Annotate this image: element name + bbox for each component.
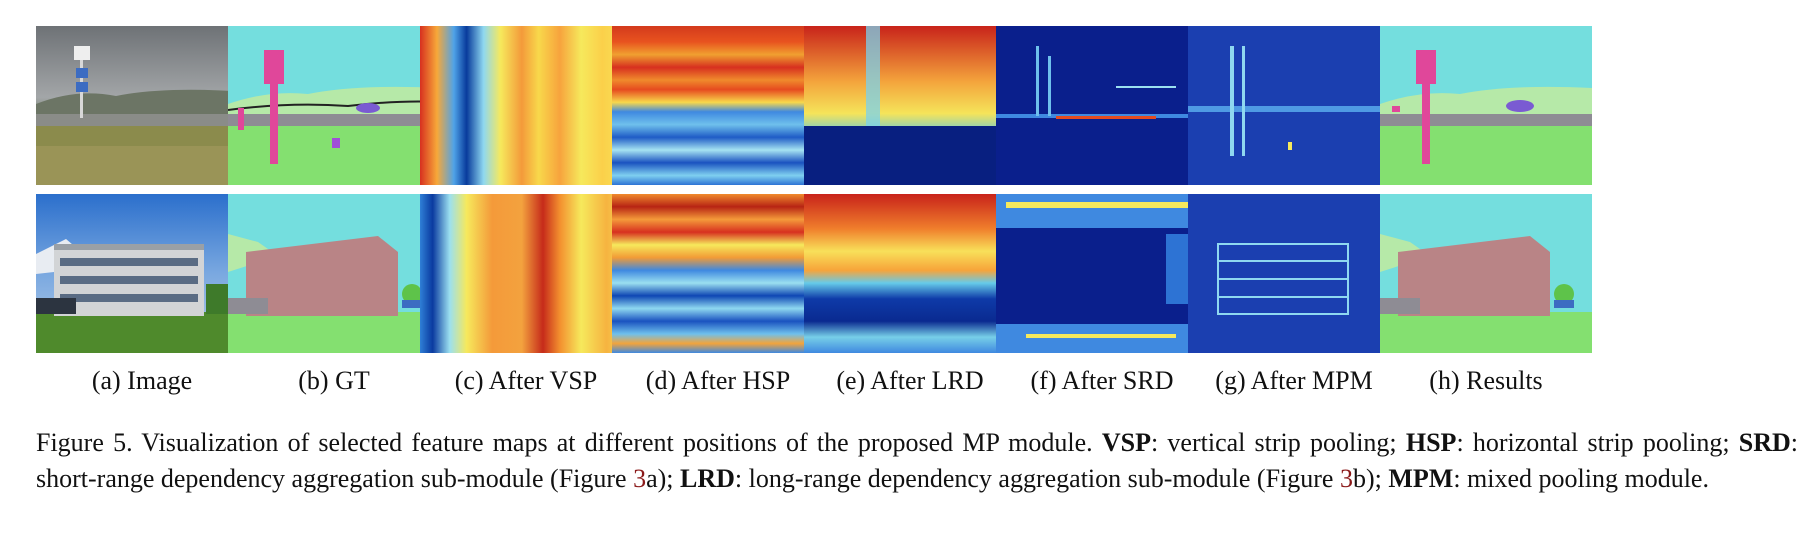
heatmap-vsp-1	[420, 26, 632, 185]
panel-label-lrd: (e) After LRD	[836, 366, 984, 395]
panel-label-results: (h) Results	[1429, 366, 1543, 395]
gt-segmentation-road	[228, 26, 440, 185]
heatmap-lrd-2	[804, 194, 1016, 353]
caption-lrd-figure-ref[interactable]: 3	[1339, 464, 1353, 493]
panel-label-hsp: (d) After HSP	[645, 366, 791, 395]
heatmap-mpm-1	[1188, 26, 1400, 185]
caption-intro: Visualization of selected feature maps a…	[132, 428, 1102, 457]
caption-srd-tail: a);	[646, 464, 681, 493]
figure-caption: Figure 5. Visualization of selected feat…	[36, 425, 1798, 497]
caption-hsp-term: HSP	[1405, 428, 1457, 457]
heatmap-mpm-2	[1188, 194, 1400, 353]
heatmap-hsp-2	[612, 194, 824, 353]
heatmap-vsp-2	[420, 194, 632, 353]
figure-grid: (a) Image	[36, 26, 1596, 395]
caption-lrd-term: LRD	[680, 464, 735, 493]
caption-hsp-desc: : horizontal strip pooling;	[1456, 428, 1739, 457]
heatmap-srd-1	[996, 26, 1208, 185]
caption-lrd-desc: : long-range dependency aggregation sub-…	[734, 464, 1340, 493]
gt-segmentation-building	[228, 194, 440, 353]
heatmap-lrd-1	[804, 26, 1016, 185]
panel-label-mpm: (g) After MPM	[1215, 366, 1373, 395]
caption-vsp-desc: : vertical strip pooling;	[1151, 428, 1406, 457]
result-segmentation-road	[1380, 26, 1592, 185]
panel-label-gt: (b) GT	[298, 366, 370, 395]
caption-srd-figure-ref[interactable]: 3	[633, 464, 647, 493]
panel-label-image: (a) Image	[91, 366, 193, 395]
caption-srd-term: SRD	[1738, 428, 1791, 457]
photo-road-sign	[36, 26, 248, 185]
heatmap-hsp-1	[612, 26, 824, 185]
panel-label-srd: (f) After SRD	[1030, 366, 1174, 395]
caption-vsp-term: VSP	[1101, 428, 1151, 457]
caption-figure-label: Figure 5.	[36, 428, 133, 457]
photo-building	[36, 194, 248, 353]
caption-mpm-desc: : mixed pooling module.	[1453, 464, 1709, 493]
panel-label-vsp: (c) After VSP	[454, 366, 598, 395]
result-segmentation-building	[1380, 194, 1592, 353]
caption-mpm-term: MPM	[1388, 464, 1454, 493]
caption-lrd-tail: b);	[1352, 464, 1389, 493]
heatmap-srd-2	[996, 194, 1208, 353]
caption-srd-desc: : short-range dependency aggregation sub…	[36, 428, 1798, 493]
